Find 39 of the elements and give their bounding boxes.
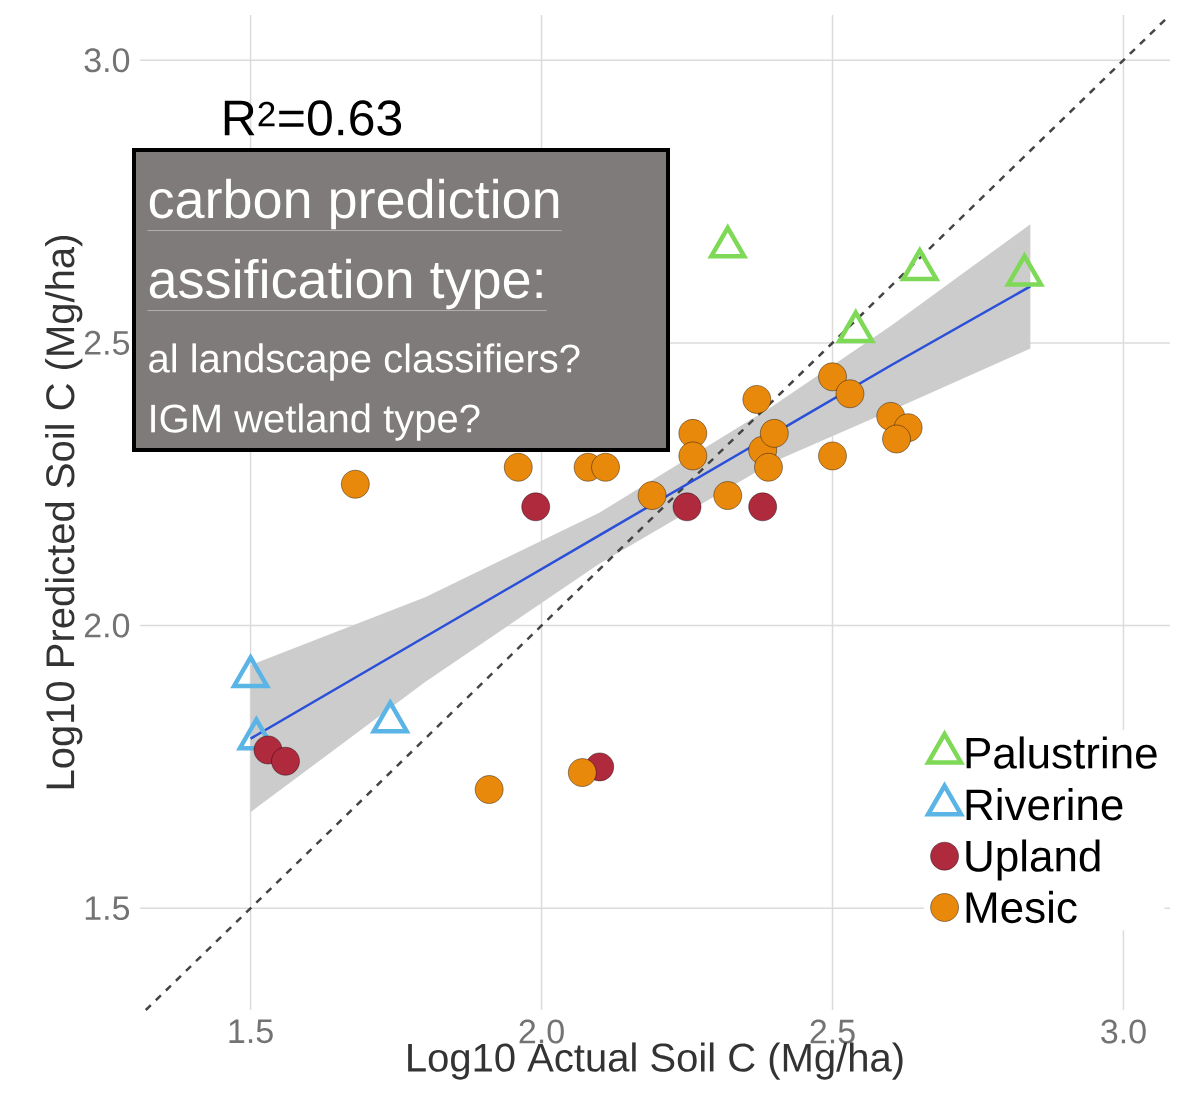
x-tick-label: 1.5 bbox=[229, 1019, 273, 1044]
x-tick-label: 3.0 bbox=[1101, 1019, 1146, 1044]
y-tick-label: 2.5 bbox=[84, 330, 130, 355]
y-tick-label: 1.5 bbox=[85, 896, 130, 921]
y-tick-label: 2.0 bbox=[84, 613, 130, 638]
annotation: R$^{2}$=0.63 bbox=[224, 100, 402, 136]
point bbox=[713, 481, 742, 510]
point bbox=[521, 492, 550, 522]
point bbox=[341, 470, 370, 499]
point bbox=[882, 424, 911, 454]
point bbox=[748, 492, 777, 522]
annotation: IGM wetland type? bbox=[151, 403, 480, 441]
point bbox=[678, 419, 708, 448]
legend-label: Palustrine bbox=[966, 736, 1157, 769]
y-axis-title: Log10 Predicted Soil C (Mg/ha) bbox=[45, 236, 83, 789]
point bbox=[672, 492, 702, 522]
x-tick-label: 2.5 bbox=[810, 1019, 855, 1044]
annotation: al landscape classifiers? bbox=[149, 343, 580, 381]
point bbox=[474, 775, 504, 804]
point bbox=[637, 481, 667, 510]
x-axis-title: Log10 Actual Soil C (Mg/ha) bbox=[408, 1042, 903, 1080]
point bbox=[568, 758, 597, 787]
point bbox=[760, 419, 789, 448]
point bbox=[504, 453, 533, 482]
annotation: assification type: bbox=[149, 258, 542, 310]
legend-label: Riverine bbox=[966, 788, 1123, 821]
legend-label: Mesic bbox=[966, 890, 1077, 924]
x-tick-label: 2.0 bbox=[519, 1019, 564, 1044]
point bbox=[818, 362, 847, 392]
y-tick-label: 3.0 bbox=[84, 48, 130, 73]
point bbox=[835, 379, 865, 408]
point bbox=[818, 441, 847, 471]
annotation: carbon prediction bbox=[149, 178, 559, 230]
point bbox=[742, 385, 772, 414]
point bbox=[754, 453, 783, 482]
point bbox=[678, 441, 708, 471]
legend-label: Upland bbox=[966, 839, 1100, 881]
point bbox=[271, 747, 300, 776]
point bbox=[591, 453, 620, 482]
